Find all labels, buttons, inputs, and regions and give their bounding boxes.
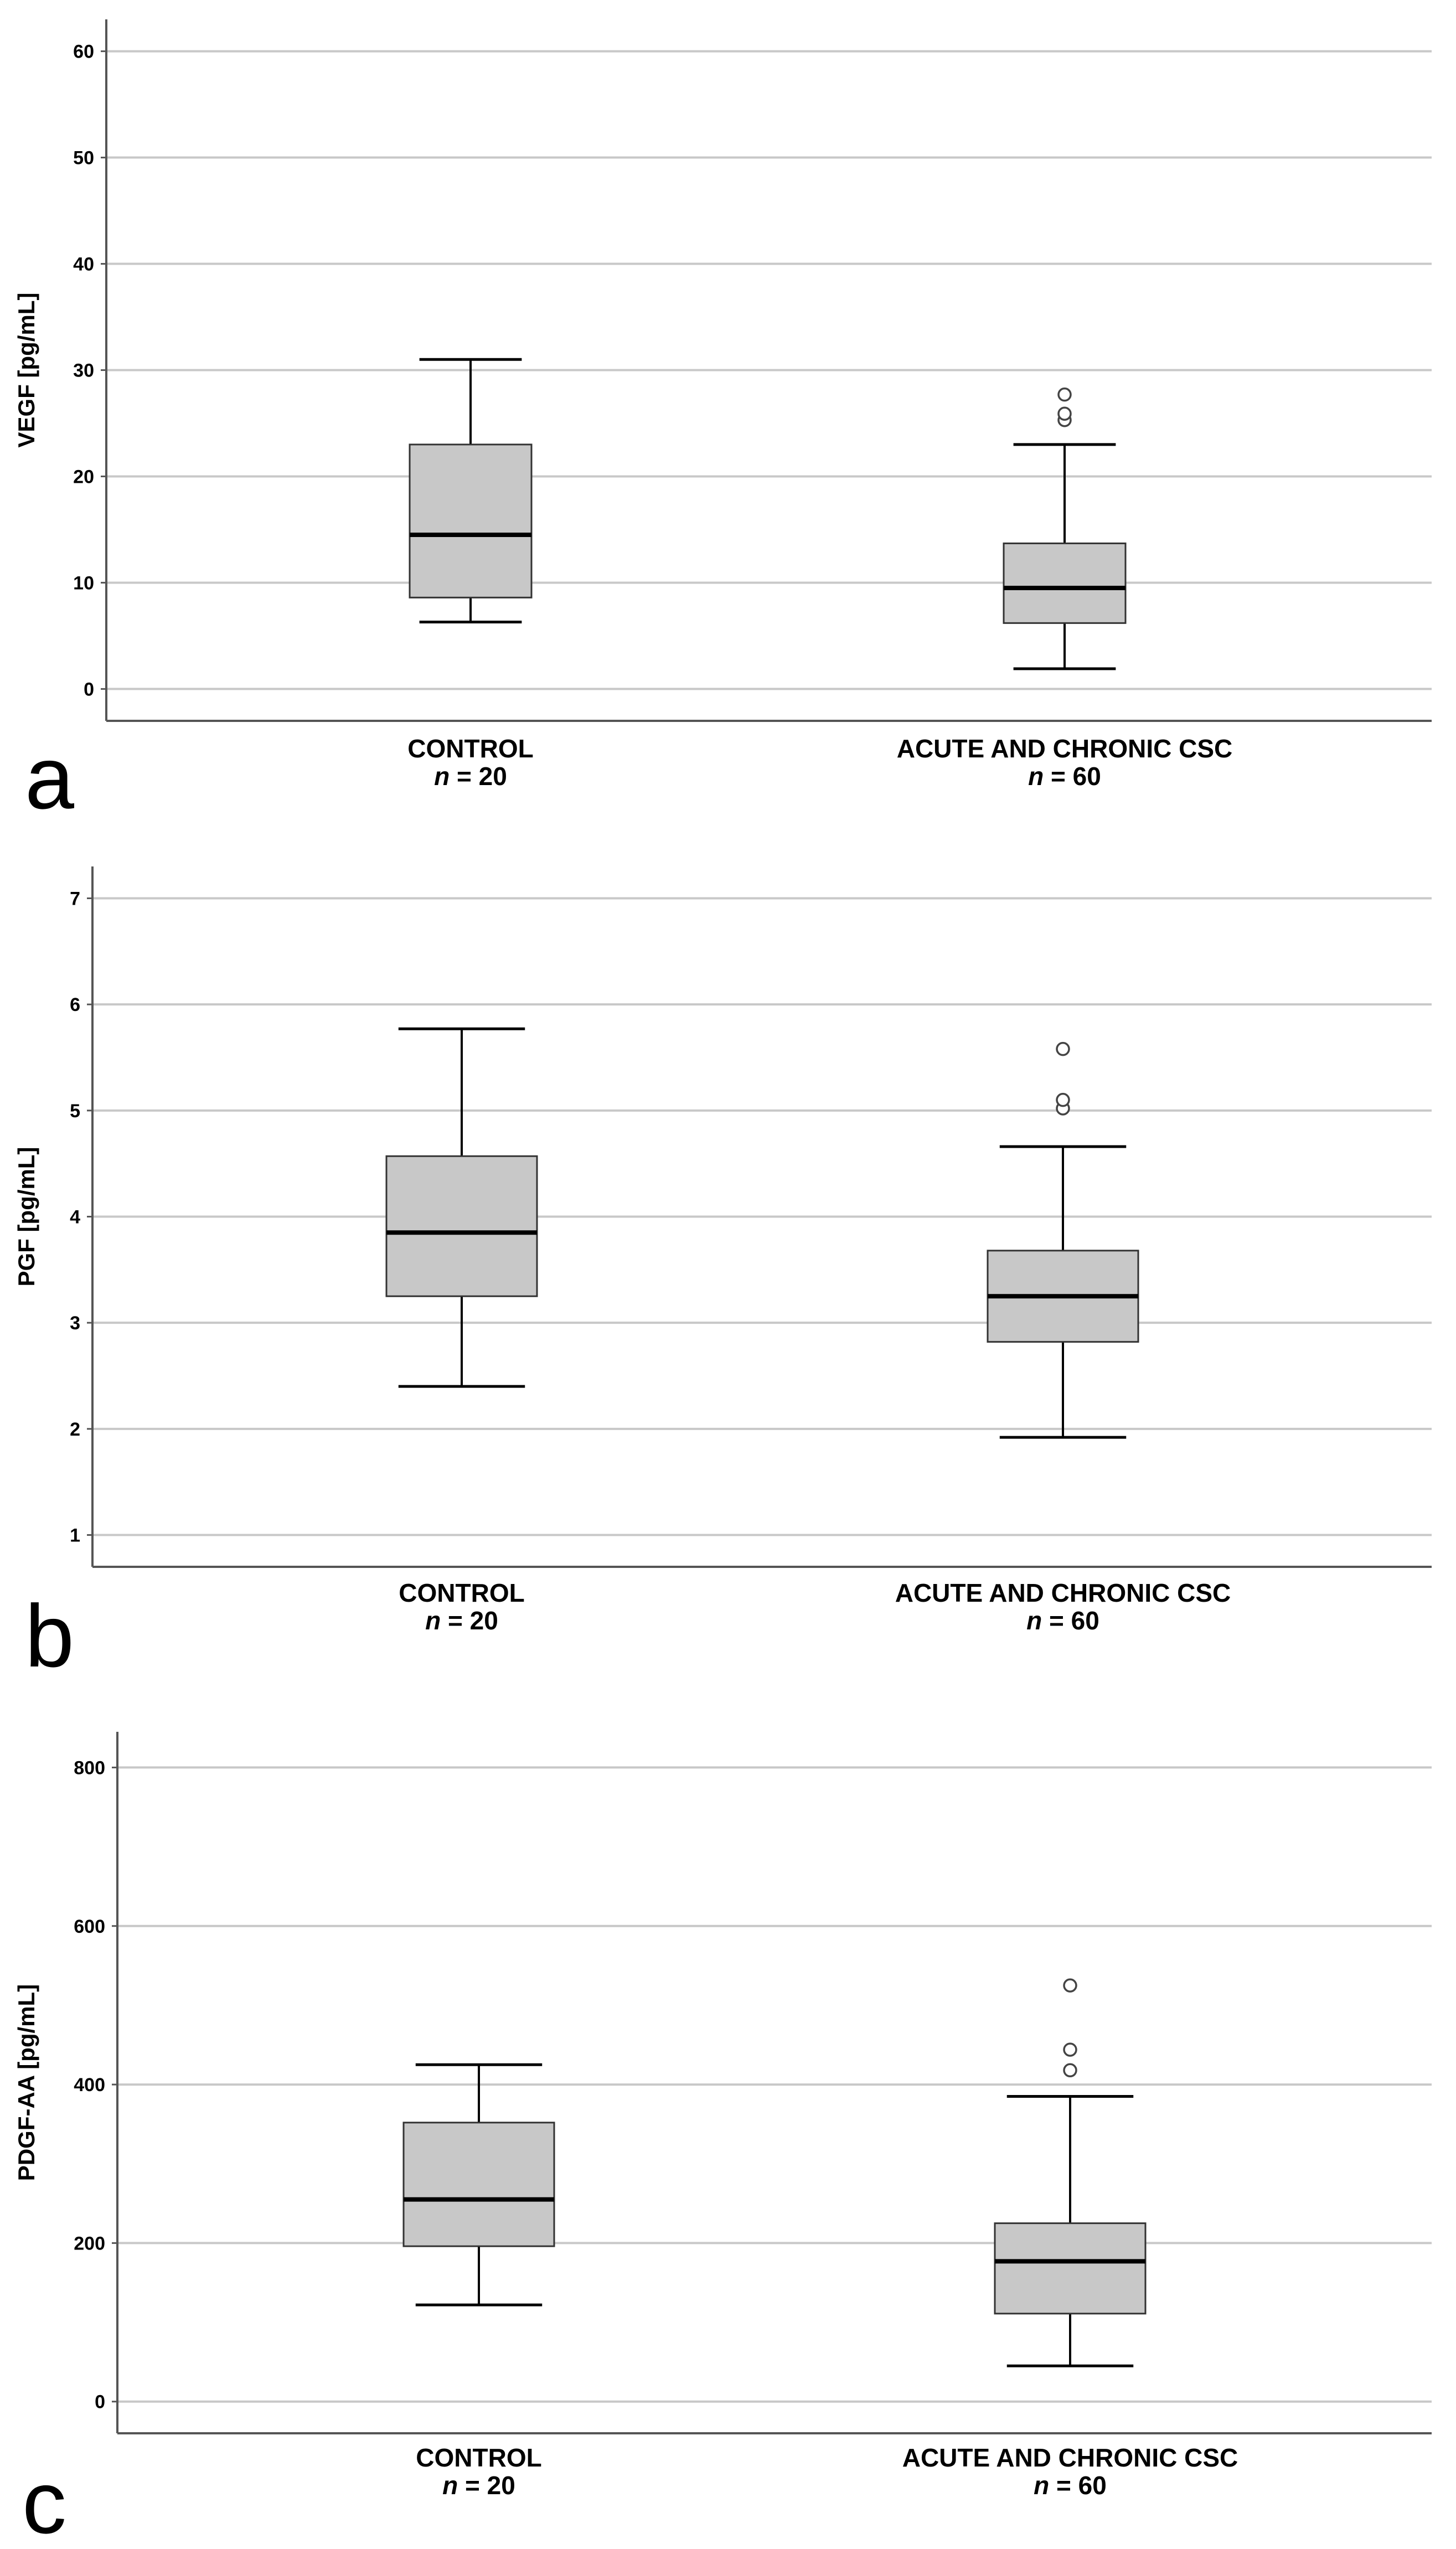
- n-value: = 60: [1044, 762, 1101, 791]
- box-0: [385, 1027, 538, 1388]
- y-tick-label: 200: [74, 2233, 105, 2254]
- box-1: [994, 1978, 1147, 2367]
- n-value: = 20: [441, 1606, 498, 1635]
- n-symbol: n: [1034, 2471, 1049, 2500]
- n-symbol: n: [434, 762, 450, 791]
- box-0: [402, 2063, 555, 2307]
- outlier-point: [1057, 387, 1072, 402]
- y-tick-label: 2: [70, 1419, 80, 1440]
- outlier-point: [1056, 1041, 1070, 1056]
- box-0: [409, 358, 533, 623]
- outlier-point: [1063, 2042, 1077, 2057]
- outlier-point: [1063, 1978, 1077, 1993]
- y-tick-label: 0: [95, 2392, 105, 2413]
- panel-letter: c: [22, 2453, 66, 2549]
- y-tick-label: 800: [74, 1757, 105, 1778]
- n-symbol: n: [425, 1606, 441, 1635]
- y-tick-label: 7: [70, 889, 80, 910]
- y-tick-label: 1: [70, 1525, 80, 1546]
- y-tick-label: 3: [70, 1313, 80, 1334]
- n-symbol: n: [442, 2471, 458, 2500]
- y-tick-label: 4: [70, 1207, 80, 1228]
- iqr-box: [402, 2122, 555, 2247]
- n-value: = 60: [1049, 2471, 1107, 2500]
- iqr-box: [994, 2222, 1147, 2315]
- n-value: = 20: [450, 762, 507, 791]
- y-tick-label: 600: [74, 1916, 105, 1937]
- y-tick-label: 10: [73, 572, 94, 594]
- outlier-point: [1063, 2063, 1077, 2078]
- y-axis-label: PDGF-AA [pg/mL]: [13, 1984, 39, 2181]
- n-label: n = 20: [425, 1606, 498, 1635]
- n-symbol: n: [1028, 762, 1044, 791]
- n-value: = 20: [458, 2471, 515, 2500]
- y-tick-label: 0: [84, 679, 94, 700]
- category-label: CONTROL: [416, 2443, 541, 2472]
- n-label: n = 60: [1028, 762, 1101, 791]
- y-tick-label: 50: [73, 148, 94, 169]
- category-label: ACUTE AND CHRONIC CSC: [897, 734, 1233, 763]
- y-axis-label: PGF [pg/mL]: [13, 1147, 39, 1287]
- n-symbol: n: [1026, 1606, 1042, 1635]
- y-tick-label: 60: [73, 42, 94, 63]
- iqr-box: [409, 443, 533, 598]
- n-value: = 60: [1042, 1606, 1099, 1635]
- n-label: n = 60: [1026, 1606, 1099, 1635]
- outlier-point: [1057, 406, 1072, 421]
- category-label: CONTROL: [399, 1578, 524, 1607]
- y-tick-label: 40: [73, 254, 94, 275]
- iqr-box: [385, 1155, 538, 1297]
- box-1: [1003, 387, 1127, 670]
- y-axis-label: VEGF [pg/mL]: [13, 293, 39, 448]
- n-label: n = 60: [1034, 2471, 1107, 2500]
- n-label: n = 20: [434, 762, 507, 791]
- outlier-point: [1056, 1092, 1070, 1107]
- y-tick-label: 6: [70, 994, 80, 1015]
- box-1: [987, 1041, 1139, 1439]
- panel-letter: b: [25, 1586, 74, 1685]
- y-tick-label: 400: [74, 2075, 105, 2096]
- n-label: n = 20: [442, 2471, 515, 2500]
- y-tick-label: 20: [73, 466, 94, 487]
- panel-letter: a: [25, 728, 74, 827]
- category-label: ACUTE AND CHRONIC CSC: [895, 1578, 1231, 1607]
- iqr-box: [1003, 542, 1127, 624]
- y-tick-label: 5: [70, 1101, 80, 1122]
- category-label: ACUTE AND CHRONIC CSC: [902, 2443, 1238, 2472]
- y-tick-label: 30: [73, 360, 94, 381]
- category-label: CONTROL: [407, 734, 533, 763]
